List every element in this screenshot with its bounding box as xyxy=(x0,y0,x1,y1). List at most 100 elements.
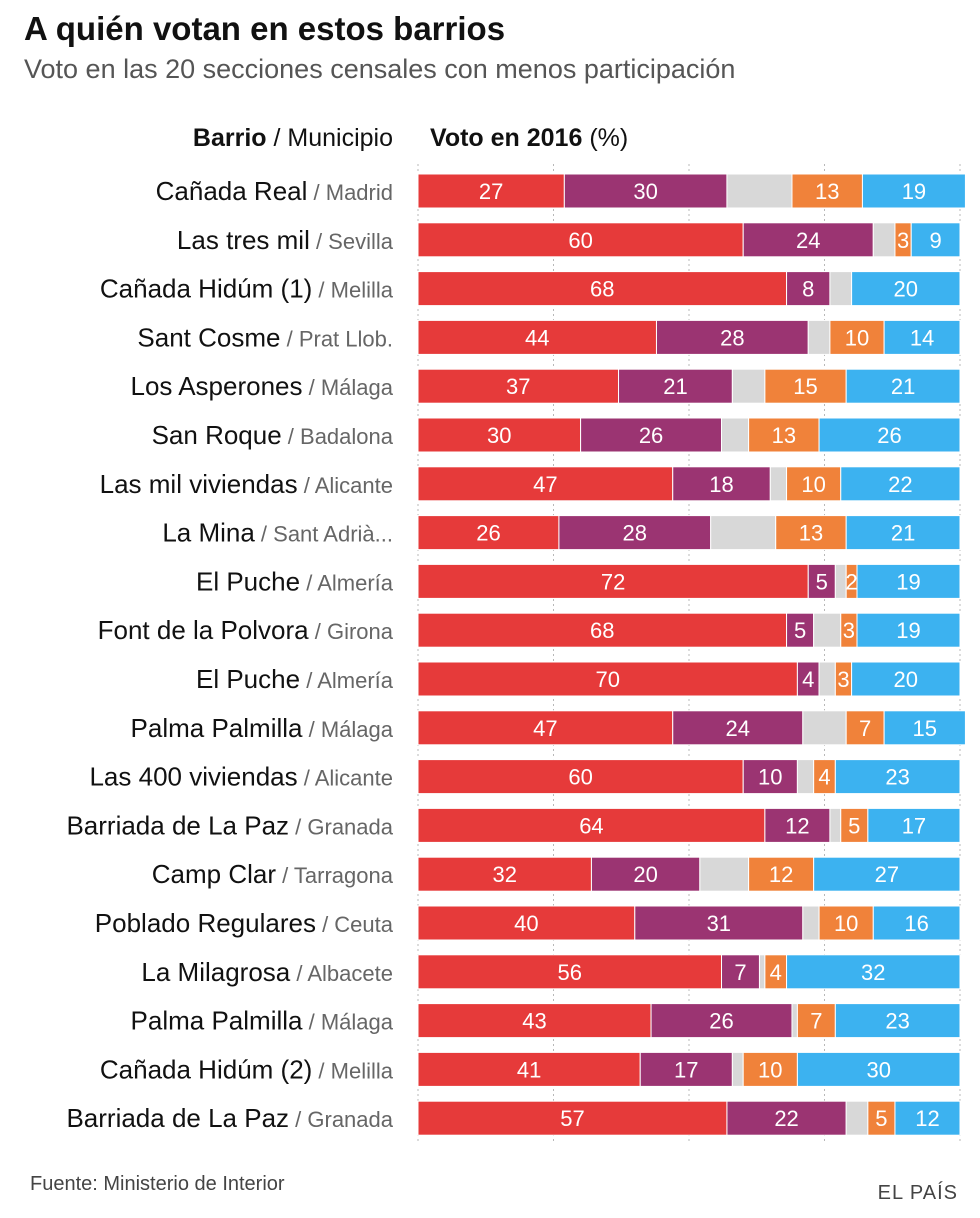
row-label-barrio: Poblado Regulares xyxy=(95,908,316,938)
bar-segment xyxy=(417,271,788,307)
row-label-municipio: / Girona xyxy=(309,619,394,644)
data-label: 10 xyxy=(845,325,869,350)
bar-segment xyxy=(721,417,750,453)
bar-segment xyxy=(867,807,961,843)
bar-segment xyxy=(845,368,961,404)
row-label: Sant Cosme / Prat Llob. xyxy=(137,322,393,352)
row-label-municipio: / Granada xyxy=(289,814,394,839)
bar-segment xyxy=(417,1100,728,1136)
row-label: La Milagrosa / Albacete xyxy=(141,957,393,987)
data-label: 5 xyxy=(875,1106,887,1131)
data-label: 27 xyxy=(875,862,899,887)
bar-segment xyxy=(807,319,831,355)
bar-segment xyxy=(417,710,674,746)
row-label-barrio: La Mina xyxy=(162,518,255,548)
row-label-municipio: / Ceuta xyxy=(316,912,394,937)
data-label: 60 xyxy=(568,765,592,790)
data-label: 10 xyxy=(834,911,858,936)
column-header-voto-unit: (%) xyxy=(582,124,629,152)
data-label: 2 xyxy=(845,569,857,594)
data-label: 15 xyxy=(793,374,817,399)
bar-segment xyxy=(796,1051,961,1087)
row-label-barrio: Los Asperones xyxy=(130,371,302,401)
bar-segment xyxy=(726,1100,847,1136)
chart-title: A quién votan en estos barrios xyxy=(24,10,506,47)
data-label: 19 xyxy=(902,179,926,204)
row-label-barrio: Sant Cosme xyxy=(137,322,280,352)
data-label: 68 xyxy=(590,277,614,302)
data-label: 12 xyxy=(785,813,809,838)
data-label: 60 xyxy=(568,228,592,253)
data-label: 32 xyxy=(492,862,516,887)
data-label: 41 xyxy=(517,1057,541,1082)
data-label: 13 xyxy=(815,179,839,204)
row-label: Barriada de La Paz / Granada xyxy=(66,810,393,840)
row-label: Cañada Real / Madrid xyxy=(156,176,393,206)
data-label: 72 xyxy=(601,569,625,594)
row-label-barrio: El Puche xyxy=(196,566,300,596)
row-label-municipio: / Tarragona xyxy=(276,863,394,888)
row-label-barrio: Las tres mil xyxy=(177,225,310,255)
row-label-municipio: / Málaga xyxy=(303,375,394,400)
data-label: 30 xyxy=(633,179,657,204)
data-label: 4 xyxy=(818,765,830,790)
data-label: 22 xyxy=(774,1106,798,1131)
bar-segment xyxy=(710,515,777,551)
bar-segment xyxy=(634,905,804,941)
bar-segment xyxy=(618,368,733,404)
row-label-municipio: / Sevilla xyxy=(310,229,394,254)
data-label: 68 xyxy=(590,618,614,643)
data-label: 56 xyxy=(558,960,582,985)
bar-segment xyxy=(872,905,961,941)
data-label: 47 xyxy=(533,716,557,741)
data-label: 27 xyxy=(479,179,503,204)
row-label-barrio: Barriada de La Paz xyxy=(66,1103,289,1133)
row-label-municipio: / Albacete xyxy=(290,961,393,986)
bar-segment xyxy=(840,466,961,502)
data-label: 23 xyxy=(885,1009,909,1034)
row-label-municipio: / Badalona xyxy=(282,424,394,449)
bar-segment xyxy=(834,1003,961,1039)
data-label: 7 xyxy=(859,716,871,741)
data-label: 22 xyxy=(888,472,912,497)
data-label: 8 xyxy=(802,277,814,302)
data-label: 24 xyxy=(796,228,820,253)
row-label: El Puche / Almería xyxy=(196,566,394,596)
bar-segment xyxy=(796,1003,836,1039)
data-label: 10 xyxy=(801,472,825,497)
bar-segment xyxy=(829,271,853,307)
data-label: 19 xyxy=(896,569,920,594)
bar-segment xyxy=(802,710,847,746)
bar-segment xyxy=(856,563,961,599)
bar-segment xyxy=(910,222,961,258)
bar-segment xyxy=(748,417,820,453)
data-label: 9 xyxy=(929,228,941,253)
data-label: 31 xyxy=(707,911,731,936)
row-label: Las mil viviendas / Alicante xyxy=(100,469,393,499)
data-label: 44 xyxy=(525,325,549,350)
row-label-municipio: / Almería xyxy=(300,668,394,693)
row-label-barrio: Font de la Polvora xyxy=(98,615,310,645)
row-label: Palma Palmilla / Málaga xyxy=(131,713,394,743)
bar-segment xyxy=(417,661,798,697)
row-label-municipio: / Málaga xyxy=(303,717,394,742)
bar-segment xyxy=(417,1051,641,1087)
column-header-voto-bold: Voto en 2016 xyxy=(430,124,583,152)
row-label: Los Asperones / Málaga xyxy=(130,371,393,401)
bar-segment xyxy=(764,807,831,843)
data-label: 43 xyxy=(522,1009,546,1034)
brand-logo-text: EL PAÍS xyxy=(877,1182,958,1204)
bar-segment xyxy=(813,856,961,892)
data-label: 30 xyxy=(487,423,511,448)
data-label: 14 xyxy=(910,325,934,350)
row-label: Poblado Regulares / Ceuta xyxy=(95,908,394,938)
data-label: 26 xyxy=(639,423,663,448)
bar-segment xyxy=(764,368,847,404)
bar-segment xyxy=(813,612,842,648)
row-label-municipio: / Prat Llob. xyxy=(280,326,393,351)
row-label-barrio: Las mil viviendas xyxy=(100,469,298,499)
bar-segment xyxy=(818,905,874,941)
data-label: 37 xyxy=(506,374,530,399)
bar-segment xyxy=(417,222,744,258)
row-label-barrio: San Roque xyxy=(152,420,282,450)
